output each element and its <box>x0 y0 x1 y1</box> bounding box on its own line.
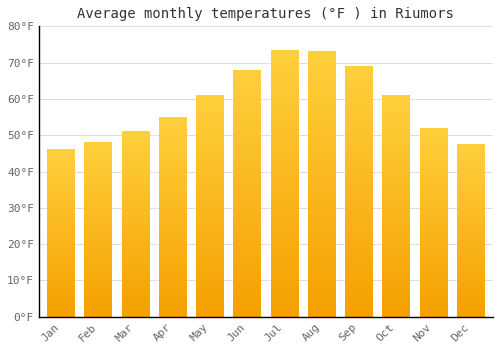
Title: Average monthly temperatures (°F ) in Riumors: Average monthly temperatures (°F ) in Ri… <box>78 7 454 21</box>
